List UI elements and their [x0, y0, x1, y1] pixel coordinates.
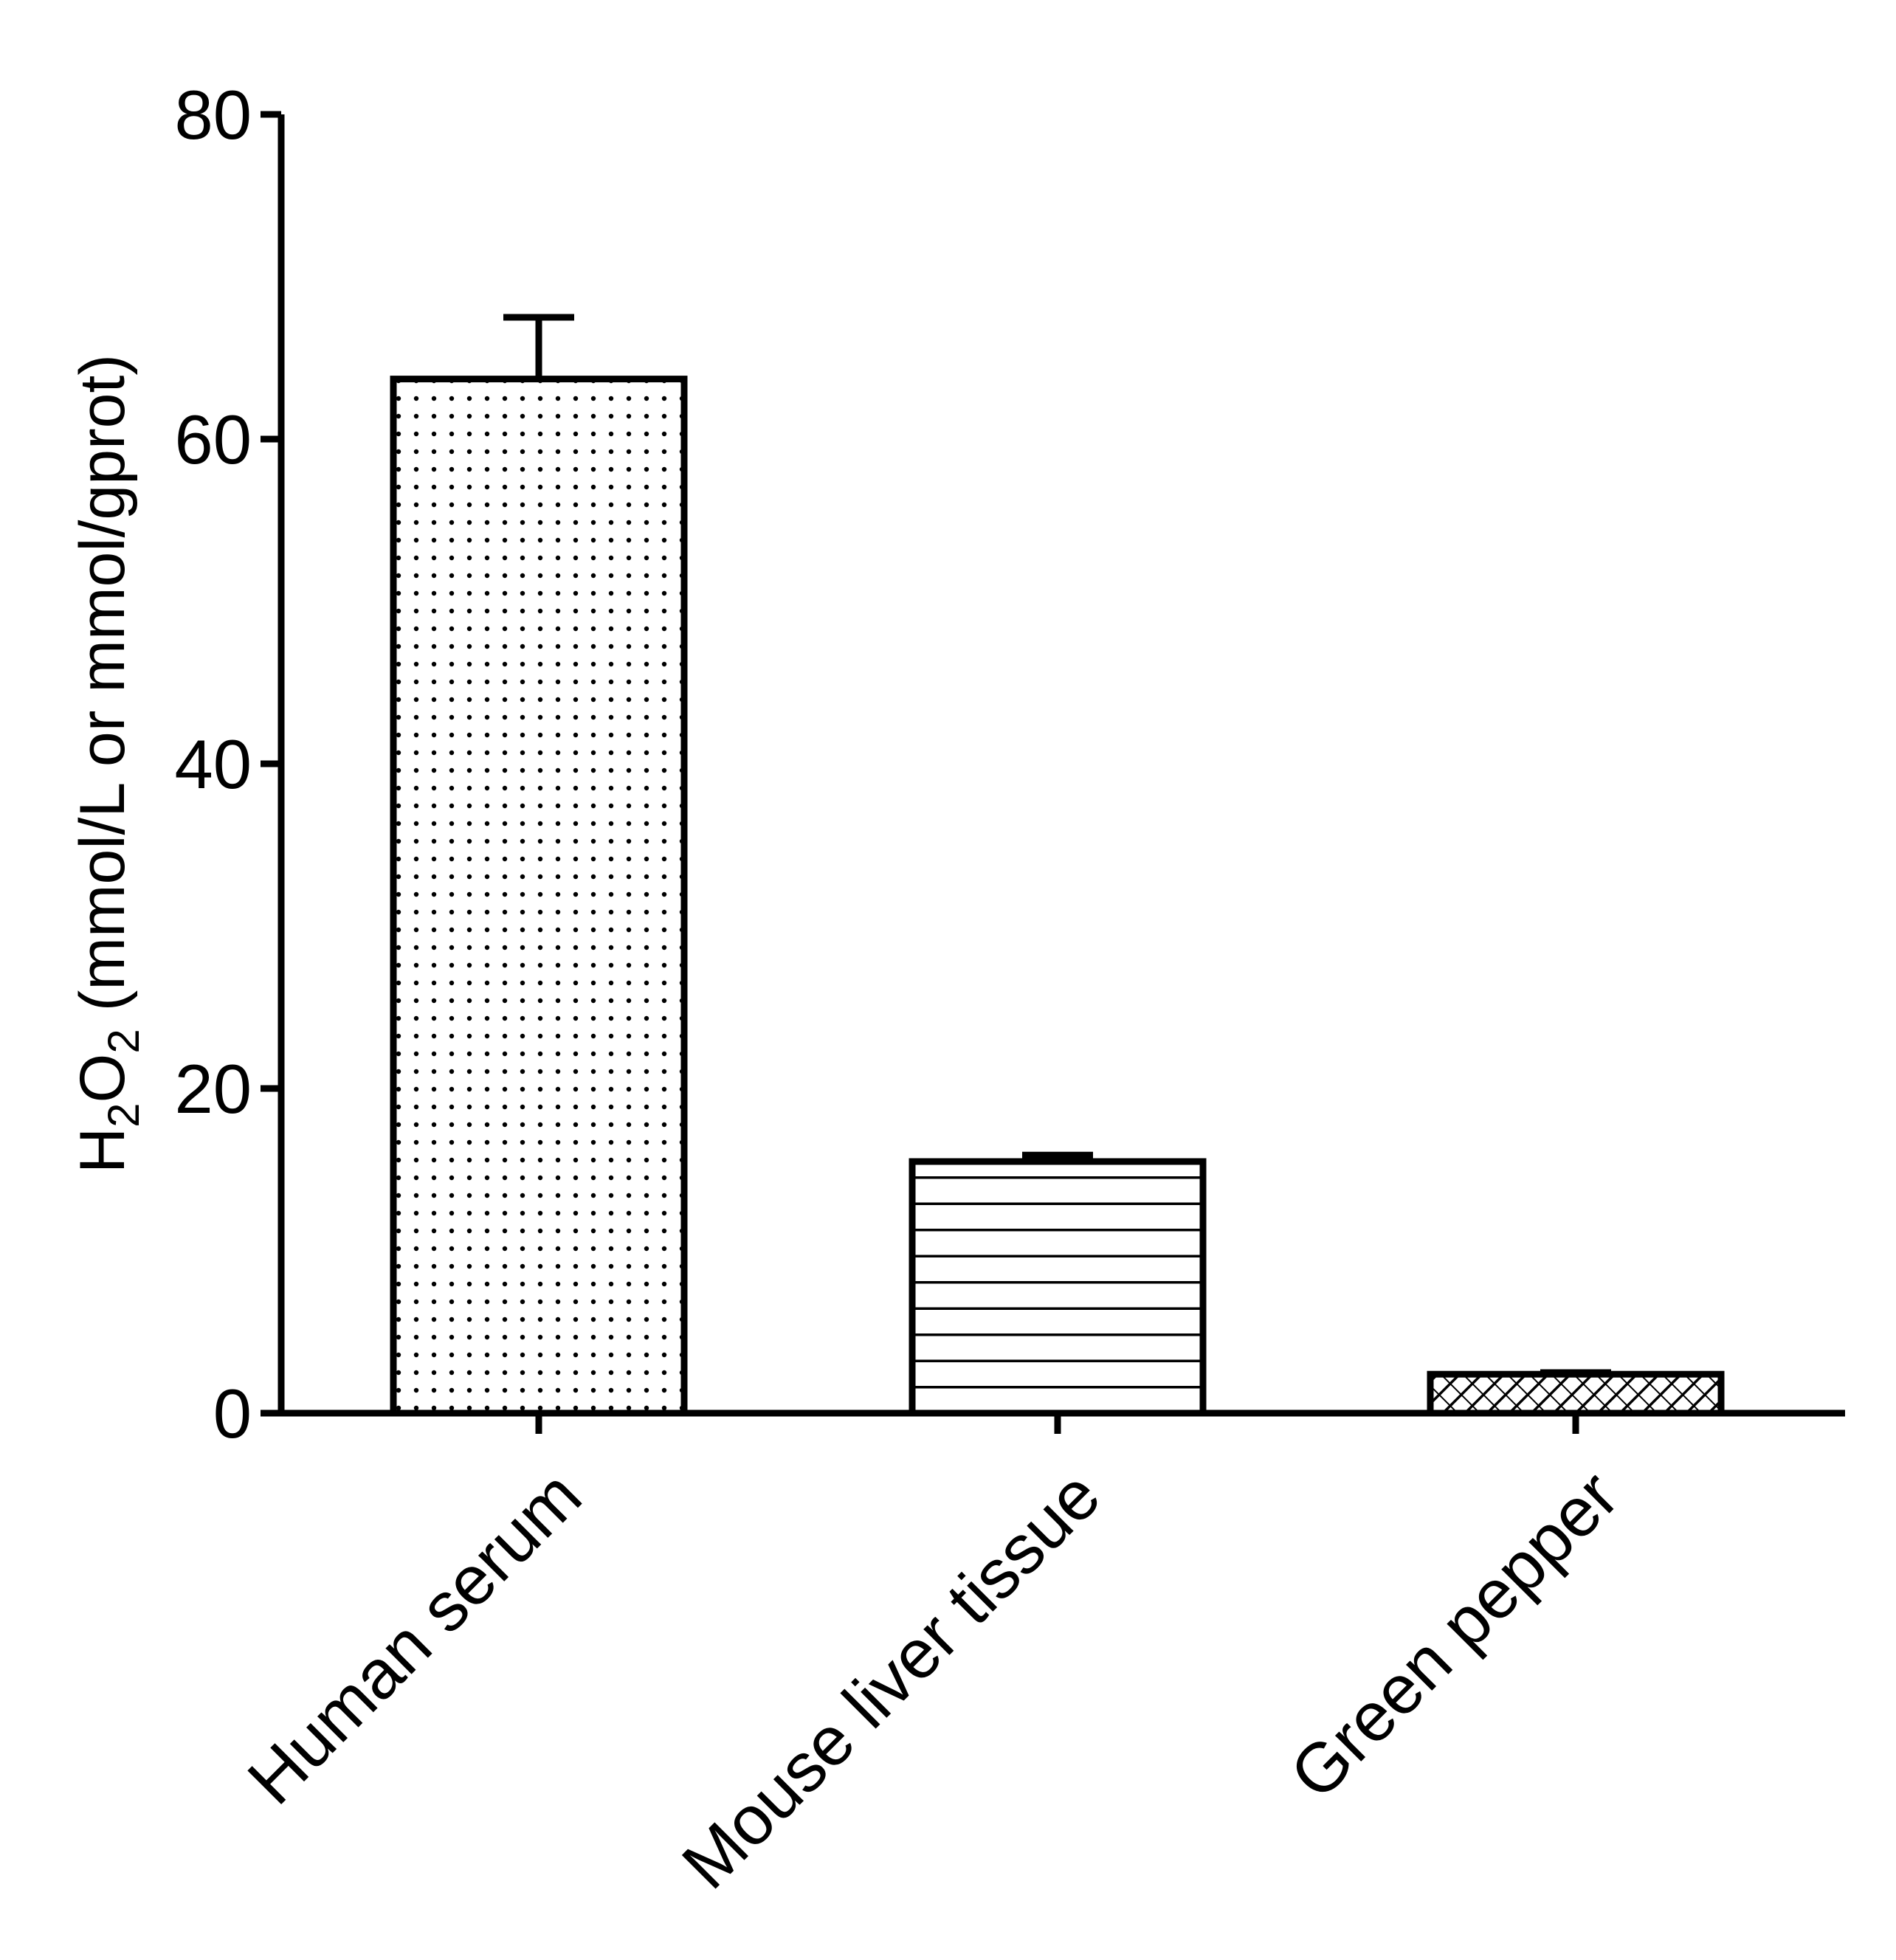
y-axis-title-sub1: 2	[99, 1103, 148, 1128]
bar	[909, 1158, 1207, 1417]
y-tick-label: 40	[174, 725, 252, 803]
category-label: Mouse liver tissue	[667, 1456, 1114, 1903]
y-tick-label: 80	[174, 76, 252, 153]
y-axis-title-prefix: H	[67, 1128, 138, 1173]
x-categories: Human serum Mouse liver tissue Green peppe…	[233, 1413, 1633, 1903]
y-tick-label: 60	[174, 401, 252, 478]
y-axis-title-suffix: (mmol/L or mmol/gprot)	[67, 354, 138, 1029]
y-tick-label: 0	[213, 1375, 252, 1452]
bar	[1427, 1370, 1725, 1417]
y-tick-label: 20	[174, 1050, 252, 1128]
y-axis-title-sub2: 2	[99, 1029, 148, 1053]
y-axis-title: H2O2 (mmol/L or mmol/gprot)	[67, 354, 148, 1173]
category-label: Human serum	[233, 1456, 596, 1819]
bar	[390, 376, 688, 1417]
y-axis-title-mid: O	[67, 1054, 138, 1103]
y-ticks: 0 20 40 60 80	[174, 76, 281, 1452]
category-label: Green pepper	[1275, 1456, 1633, 1813]
error-bar	[503, 314, 574, 379]
bars	[390, 314, 1725, 1417]
